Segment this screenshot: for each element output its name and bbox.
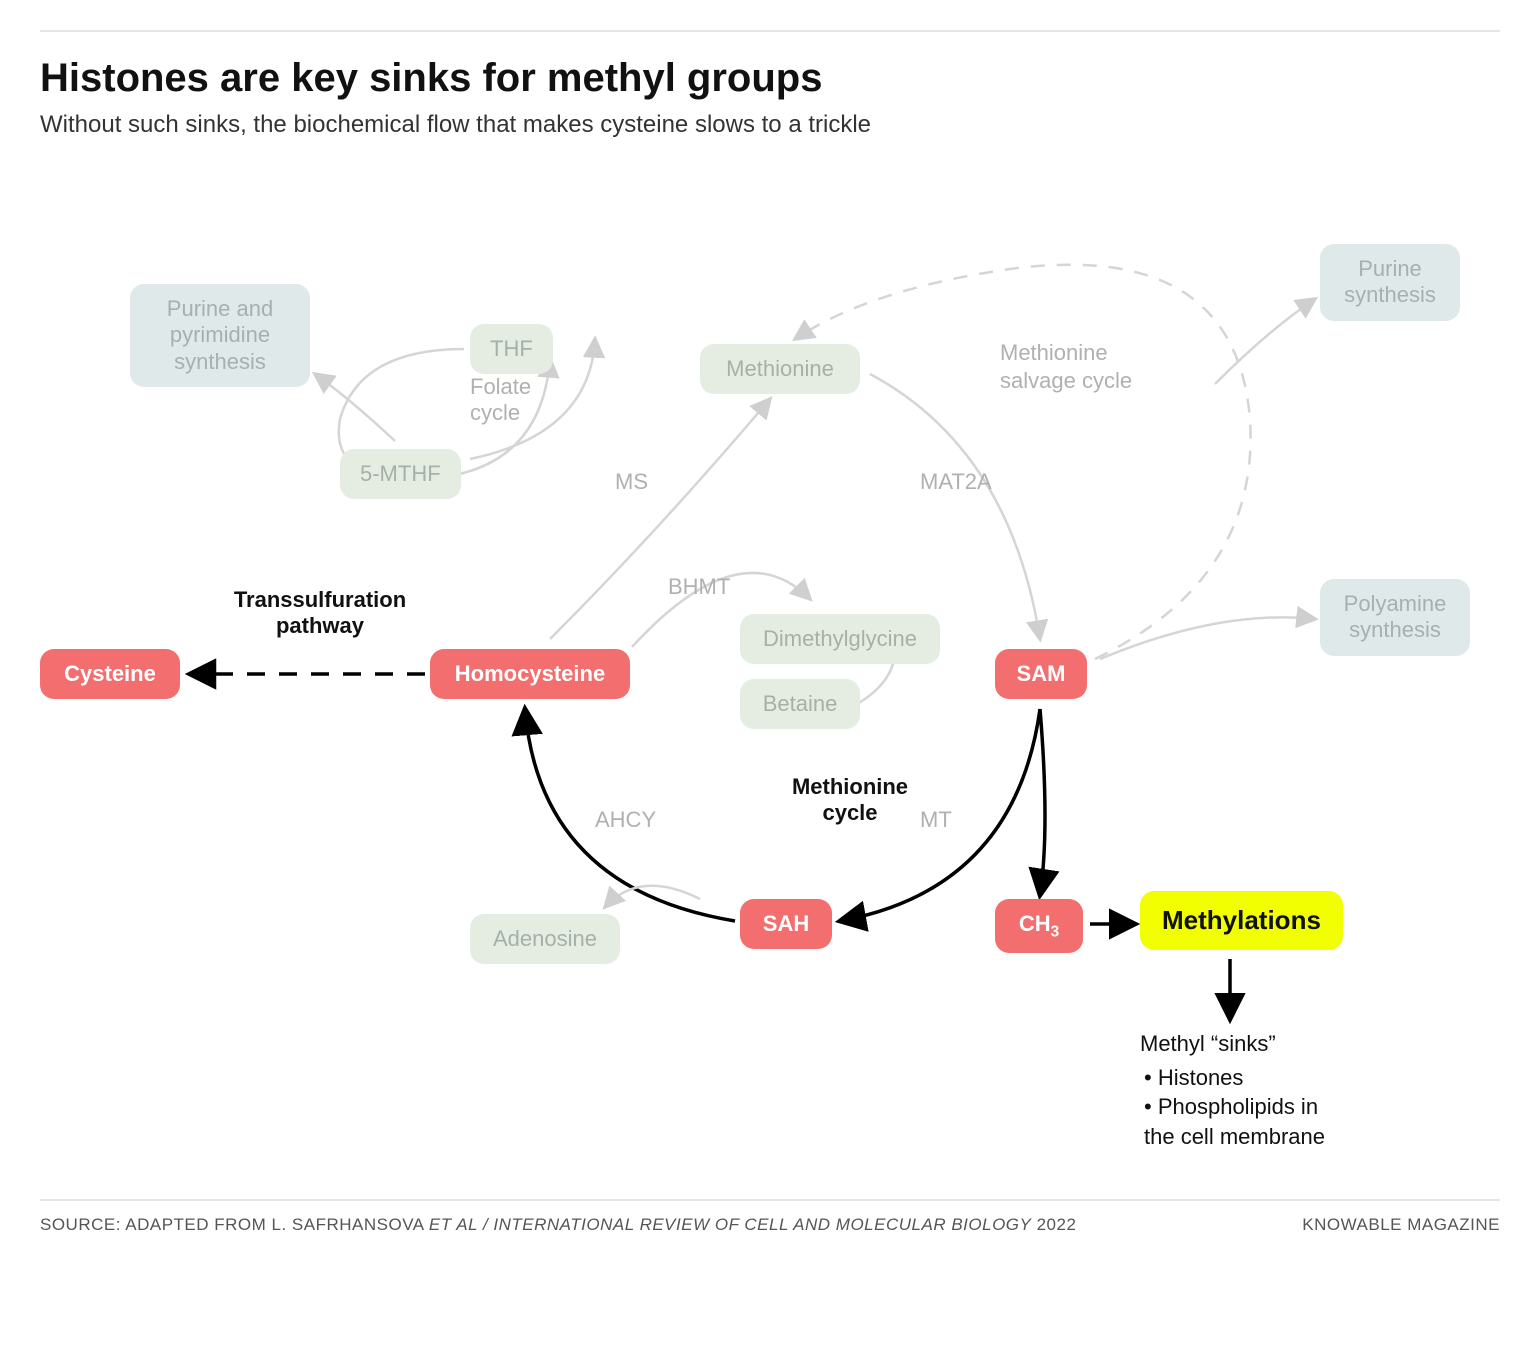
node-methionine: Methionine (700, 344, 860, 394)
node-dimethylglycine: Dimethylglycine (740, 614, 940, 664)
node-fivemthf: 5-MTHF (340, 449, 461, 499)
node-adenosine: Adenosine (470, 914, 620, 964)
edge-hcy-met (550, 399, 770, 639)
label-salvage: Methioninesalvage cycle (1000, 339, 1160, 394)
node-methylations: Methylations (1140, 891, 1343, 950)
source-ital: ET AL / INTERNATIONAL REVIEW OF CELL AND… (429, 1215, 1031, 1234)
node-betaine: Betaine (740, 679, 860, 729)
label-bhmt: BHMT (668, 574, 730, 600)
node-cysteine: Cysteine (40, 649, 180, 699)
sinks-item: Histones (1140, 1063, 1340, 1093)
edge-sam-ch3 (1040, 709, 1045, 895)
edge-pp-out (315, 374, 395, 441)
node-homocysteine: Homocysteine (430, 649, 630, 699)
node-purine_pyrimidine: Purine and pyrimidine synthesis (130, 284, 310, 387)
edge-salvage-loop (795, 265, 1251, 659)
page-title: Histones are key sinks for methyl groups (40, 56, 1500, 101)
label-transsulfuration: Transsulfurationpathway (210, 587, 430, 640)
label-ahcy: AHCY (595, 807, 656, 833)
node-thf: THF (470, 324, 553, 374)
footer: SOURCE: ADAPTED FROM L. SAFRHANSOVA ET A… (40, 1199, 1500, 1235)
source-year: 2022 (1031, 1215, 1076, 1234)
sinks-item: Phospholipids in the cell membrane (1140, 1092, 1340, 1151)
methyl-sinks-block: Methyl “sinks” HistonesPhospholipids in … (1140, 1029, 1340, 1152)
label-ms: MS (615, 469, 648, 495)
label-folate_cycle: Folatecycle (470, 374, 531, 426)
label-mt: MT (920, 807, 952, 833)
edge-met-sam (870, 374, 1040, 639)
node-sam: SAM (995, 649, 1087, 699)
magazine-name: KNOWABLE MAGAZINE (1302, 1215, 1500, 1235)
label-mat2a: MAT2A (920, 469, 992, 495)
node-ch3: CH3 (995, 899, 1083, 953)
node-polyamine_synth: Polyamine synthesis (1320, 579, 1470, 656)
node-purine_synth: Purine synthesis (1320, 244, 1460, 321)
node-sah: SAH (740, 899, 832, 949)
source-prefix: SOURCE: ADAPTED FROM L. SAFRHANSOVA (40, 1215, 429, 1234)
edge-sah-aden (605, 886, 700, 907)
source-line: SOURCE: ADAPTED FROM L. SAFRHANSOVA ET A… (40, 1215, 1076, 1235)
sinks-heading: Methyl “sinks” (1140, 1029, 1340, 1059)
edge-sam-polyamine (1100, 617, 1315, 659)
page-subtitle: Without such sinks, the biochemical flow… (40, 111, 1500, 139)
top-rule (40, 30, 1500, 32)
diagram: Cysteine Homocysteine SAM SAH CH3 Methylation… (40, 179, 1500, 1199)
edge-sam-purine (1215, 299, 1315, 384)
